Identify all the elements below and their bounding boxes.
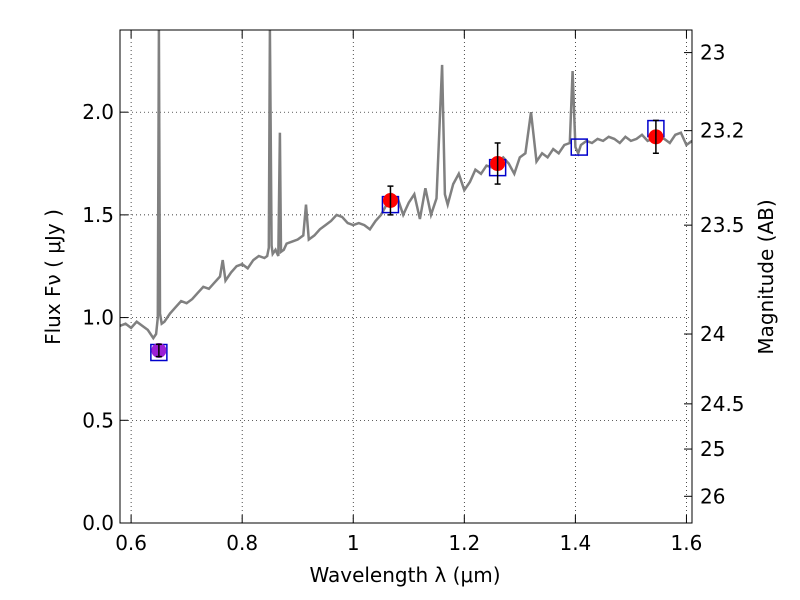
y-tick-label-3: 1.5 <box>82 203 114 227</box>
spectrum-line-0 <box>120 30 692 341</box>
x-tick-label-2: 1 <box>347 531 360 555</box>
y2-tick-label-5: 25 <box>700 437 725 461</box>
spectrum-series <box>120 30 692 341</box>
x-tick-label-5: 1.6 <box>671 531 703 555</box>
model-band-marker-3 <box>570 138 589 156</box>
y-tick-label-0: 0.0 <box>82 511 114 535</box>
y2-tick-label-3: 24 <box>700 322 725 346</box>
y2-tick-label-1: 23.2 <box>700 119 745 143</box>
x-axis-label: Wavelength λ (μm) <box>309 563 500 587</box>
x-tick-label-4: 1.4 <box>559 531 591 555</box>
y2-axis-label: Magnitude (AB) <box>754 199 778 354</box>
y2-tick-label-2: 23.5 <box>700 213 745 237</box>
y-axis-label: Flux Fν ( μJy ) <box>41 209 65 345</box>
grid <box>120 30 692 524</box>
y2-tick-label-0: 23 <box>700 41 725 65</box>
y-tick-label-4: 2.0 <box>82 100 114 124</box>
y-tick-label-1: 0.5 <box>82 408 114 432</box>
axes-ticks: 0.6 0.8 1 1.2 1.4 1.6 0.0 0.5 1.0 1.5 2.0 23 23.2 23.… <box>82 30 745 555</box>
y-tick-label-2: 1.0 <box>82 306 114 330</box>
y2-tick-label-4: 24.5 <box>700 392 745 416</box>
x-tick-label-1: 0.8 <box>226 531 258 555</box>
photometry-points <box>150 119 665 362</box>
x-tick-label-3: 1.2 <box>448 531 480 555</box>
plot-frame <box>119 29 693 524</box>
y2-tick-label-6: 26 <box>700 484 725 508</box>
x-tick-label-0: 0.6 <box>115 531 147 555</box>
